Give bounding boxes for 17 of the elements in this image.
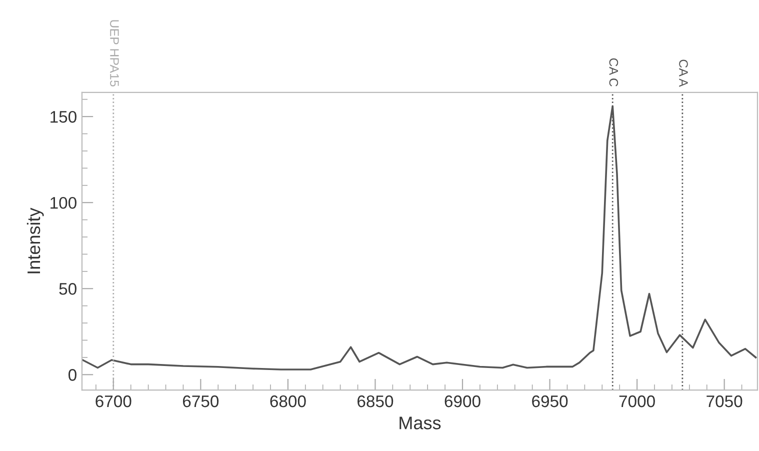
- y-tick-label: 150: [50, 110, 76, 123]
- x-tick-label: 6900: [444, 395, 480, 408]
- x-axis-title: Mass: [400, 416, 441, 430]
- y-tick-label: 100: [50, 196, 76, 209]
- x-tick-label: 7050: [706, 395, 742, 408]
- y-axis-title: Intensity: [26, 208, 44, 274]
- x-tick-label: 7000: [619, 395, 655, 408]
- ref-line-label: UEP HPA15: [110, 20, 119, 86]
- x-tick-label: 6850: [358, 395, 394, 408]
- x-tick-label: 6950: [532, 395, 568, 408]
- ref-line-label: CA C: [609, 58, 618, 86]
- y-tick-label: 0: [68, 369, 76, 381]
- x-tick-label: 6700: [96, 395, 132, 408]
- x-tick-label: 6750: [182, 395, 219, 408]
- ref-line-label: CA A: [679, 60, 688, 87]
- x-tick-label: 6800: [270, 395, 306, 408]
- y-tick-label: 50: [59, 283, 76, 295]
